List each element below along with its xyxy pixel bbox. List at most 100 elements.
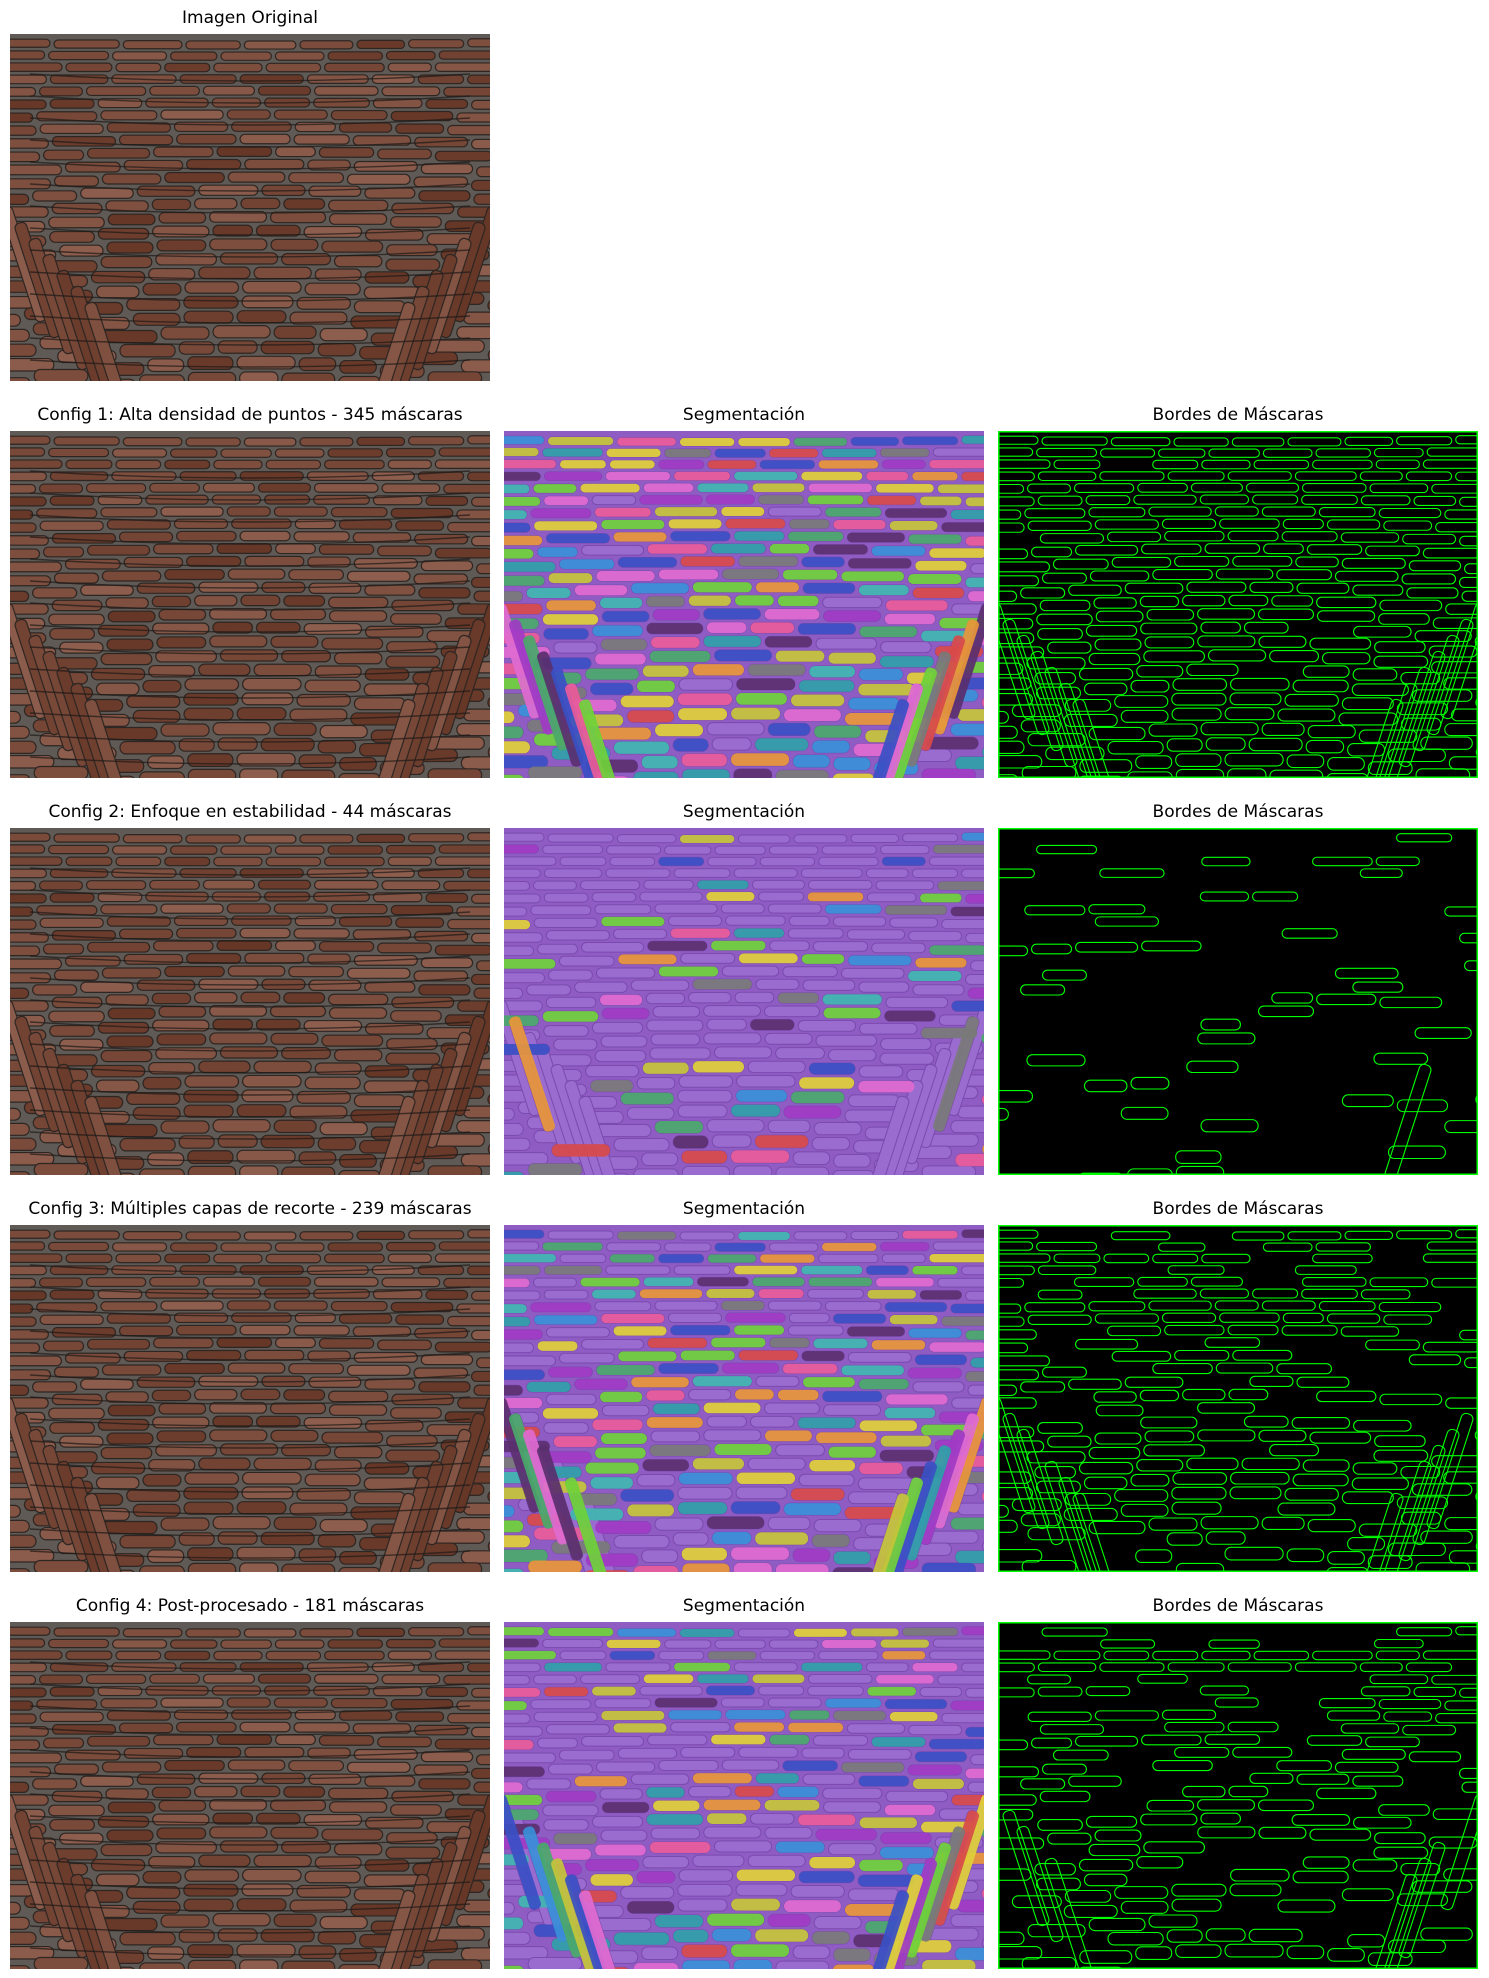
- brick-210: [504, 1931, 531, 1945]
- brick-58: [160, 1300, 224, 1311]
- brick-21: [164, 1253, 211, 1264]
- brick-seg-64: [504, 1316, 531, 1327]
- brick-seg-71: [889, 521, 938, 531]
- brick-seg-257: [565, 683, 611, 778]
- brick-119: [473, 987, 490, 999]
- brick-208: [456, 1120, 490, 1134]
- brick-194: [241, 1883, 294, 1897]
- brick-seg-149: [981, 1033, 984, 1044]
- brick-146: [303, 1813, 363, 1826]
- brick-185: [304, 282, 361, 296]
- brick-109: [470, 1767, 490, 1780]
- brick-24: [323, 459, 385, 470]
- brick-edge-210: [998, 1931, 1025, 1945]
- brick-116: [308, 185, 362, 197]
- brick-222: [119, 1137, 176, 1152]
- brick-90: [434, 944, 490, 956]
- brick-11: [111, 51, 168, 61]
- brick-edge-81: [1459, 932, 1478, 944]
- brick-29: [605, 868, 671, 878]
- brick-216: [319, 1915, 368, 1930]
- brick-seg-124: [688, 595, 731, 606]
- brick-106: [288, 966, 345, 978]
- brick-seg-12: [664, 449, 711, 458]
- brick-155: [270, 1429, 319, 1442]
- brick-seg-194: [736, 1089, 787, 1102]
- brick-205: [289, 708, 348, 722]
- brick-26: [434, 62, 490, 72]
- brick-edge-99: [1408, 1354, 1462, 1366]
- brick-183: [184, 1869, 240, 1882]
- brick-40: [202, 482, 256, 493]
- brick-edge-153: [1144, 636, 1195, 649]
- brick-103: [101, 570, 162, 582]
- brick-seg-265: [863, 699, 909, 778]
- brick-edge-228: [1388, 748, 1446, 763]
- brick-226: [317, 1533, 357, 1548]
- brick-107: [346, 1761, 411, 1773]
- brick-edge-8: [1455, 1626, 1478, 1636]
- brick-87: [769, 940, 810, 952]
- brick-37: [533, 1674, 577, 1685]
- brick-seg-145: [750, 1019, 795, 1031]
- brick-seg-106: [782, 1363, 838, 1374]
- brick-edge-85: [1141, 940, 1202, 952]
- brick-88: [318, 941, 375, 952]
- brick-246: [239, 371, 279, 381]
- brick-244: [633, 1168, 679, 1175]
- brick-4: [243, 437, 297, 447]
- brick-60: [273, 1300, 328, 1311]
- brick-edge-200: [1020, 1513, 1061, 1527]
- brick-seg-138: [884, 613, 936, 625]
- brick-56: [530, 905, 592, 916]
- brick-seg-41: [752, 1674, 805, 1684]
- brick-17: [932, 1638, 984, 1648]
- brick-32: [800, 868, 863, 878]
- brick-116: [308, 1376, 362, 1388]
- brick-153: [650, 1827, 701, 1840]
- brick-edge-196: [1341, 697, 1394, 711]
- brick-116: [308, 1773, 362, 1785]
- brick-107: [346, 173, 411, 185]
- brick-54: [471, 1687, 490, 1698]
- brick-seg-34: [912, 1265, 958, 1275]
- brick-seg-0: [504, 1627, 544, 1636]
- brick-154: [209, 635, 268, 648]
- brick-seg-188: [981, 1492, 984, 1502]
- brick-223: [178, 738, 215, 752]
- brick-6: [850, 1230, 900, 1240]
- brick-seg-25: [882, 857, 926, 866]
- brick-edge-64: [998, 522, 1025, 533]
- brick-27: [10, 471, 47, 482]
- brick-seg-144: [706, 1813, 747, 1824]
- brick-236: [298, 357, 337, 372]
- brick-edge-29: [1099, 868, 1165, 878]
- brick-18: [504, 856, 557, 866]
- brick-205: [289, 1502, 348, 1516]
- brick-edge-47: [1085, 1686, 1131, 1697]
- brick-seg-90: [929, 1342, 984, 1352]
- brick-edge-82: [998, 548, 1029, 560]
- brick-seg-265: [863, 1890, 909, 1969]
- brick-219: [487, 1938, 490, 1949]
- brick-seg-142: [592, 1419, 643, 1431]
- brick-129: [951, 1397, 984, 1409]
- brick-219: [487, 1541, 490, 1552]
- brick-82: [10, 548, 41, 560]
- brick-26: [928, 1650, 984, 1660]
- brick-seg-121: [546, 600, 596, 611]
- brick-edge-260: [1426, 618, 1474, 736]
- brick-123: [151, 1389, 192, 1402]
- brick-72: [447, 1315, 490, 1327]
- brick-seg-258: [579, 1890, 625, 1969]
- brick-seg-76: [670, 928, 731, 938]
- brick-64: [10, 125, 37, 136]
- brick-258: [84, 1492, 132, 1572]
- brick-seg-8: [961, 1626, 984, 1635]
- brick-23: [265, 1650, 322, 1661]
- brick-23: [265, 1253, 322, 1264]
- brick-edge-167: [1373, 1846, 1429, 1859]
- brick-47: [591, 892, 637, 903]
- brick-seg-2: [617, 1628, 676, 1637]
- brick-edge-121: [1039, 1790, 1091, 1803]
